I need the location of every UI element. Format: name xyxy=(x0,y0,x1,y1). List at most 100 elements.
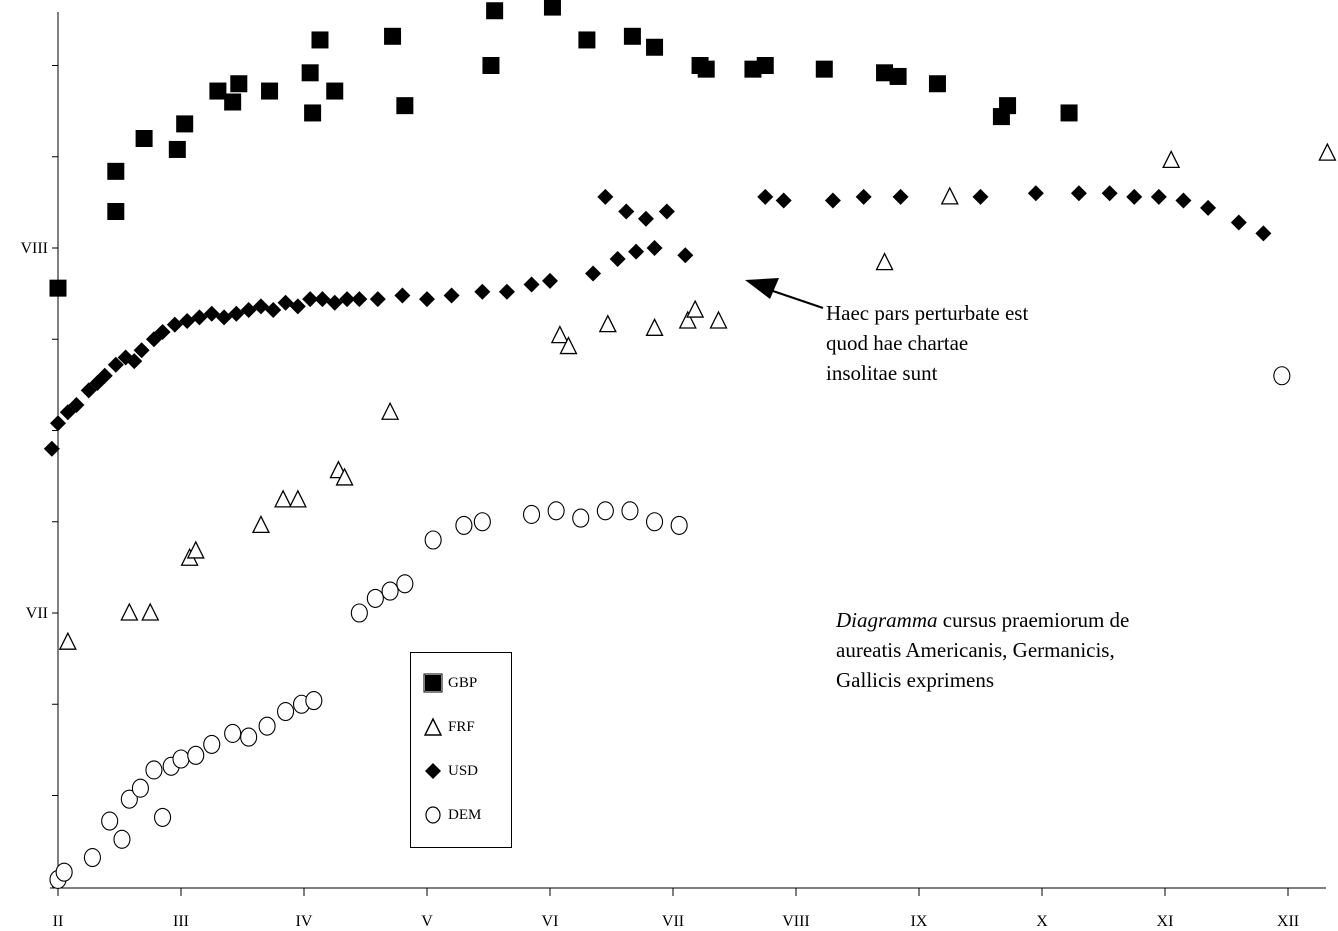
point-frf xyxy=(940,186,959,205)
point-gbp xyxy=(396,97,414,115)
point-dem xyxy=(224,723,242,744)
point-dem xyxy=(522,504,541,525)
point-usd xyxy=(265,302,282,319)
point-dem xyxy=(131,778,149,798)
point-dem xyxy=(258,716,276,736)
point-dem xyxy=(645,512,664,532)
caption-rest: cursus praemiorum de xyxy=(937,608,1130,632)
triangle-open-icon xyxy=(423,717,443,736)
point-dem xyxy=(101,811,119,831)
point-gbp xyxy=(176,115,194,133)
point-dem xyxy=(1273,366,1291,386)
point-frf xyxy=(141,602,160,621)
point-usd xyxy=(658,203,675,220)
point-frf xyxy=(559,336,578,355)
point-dem xyxy=(596,501,614,521)
point-usd xyxy=(1150,188,1167,205)
point-frf xyxy=(709,310,728,329)
point-usd xyxy=(191,309,208,326)
point-dem xyxy=(55,862,73,882)
x-tick-label: III xyxy=(173,913,189,930)
x-tick-label: VIII xyxy=(782,913,810,930)
point-gbp xyxy=(49,279,67,297)
point-frf xyxy=(875,252,894,271)
point-gbp xyxy=(482,57,500,74)
point-gbp xyxy=(578,31,596,49)
point-usd xyxy=(618,203,635,220)
legend: GBP FRF USD DEM xyxy=(410,652,512,848)
point-usd xyxy=(1126,188,1143,205)
point-gbp xyxy=(543,0,561,16)
point-usd xyxy=(43,440,60,457)
point-usd xyxy=(1255,225,1272,242)
point-usd xyxy=(107,356,124,373)
point-usd xyxy=(855,188,872,205)
point-usd xyxy=(289,298,306,315)
point-usd xyxy=(203,305,220,322)
point-dem xyxy=(621,501,639,521)
series-dem xyxy=(49,366,1291,890)
point-frf xyxy=(598,314,617,333)
point-usd xyxy=(1101,185,1118,202)
point-dem xyxy=(572,508,590,528)
arrow-note: Haec pars perturbate est quod hae charta… xyxy=(826,298,1028,388)
x-tick-label: VII xyxy=(662,913,684,930)
caption-line-2: aureatis Americanis, Germanicis, xyxy=(836,638,1115,662)
x-tick-label: XII xyxy=(1277,913,1299,930)
legend-label-usd: USD xyxy=(448,762,479,779)
point-gbp xyxy=(928,75,946,93)
series-gbp xyxy=(49,0,1078,297)
point-usd xyxy=(1175,192,1192,209)
point-frf xyxy=(251,514,271,534)
point-gbp xyxy=(301,64,319,82)
arrow-head xyxy=(745,278,779,299)
point-usd xyxy=(339,291,356,308)
series-usd xyxy=(43,185,1272,457)
point-gbp xyxy=(261,82,279,100)
x-tick-label: II xyxy=(53,913,64,930)
point-dem xyxy=(276,701,295,722)
point-usd xyxy=(314,291,331,308)
point-dem xyxy=(424,530,442,550)
arrow-note-line-1: Haec pars perturbate est xyxy=(826,301,1029,325)
point-dem xyxy=(240,727,258,747)
point-frf xyxy=(686,299,705,318)
point-usd xyxy=(154,323,171,340)
caption-line-1: Diagramma cursus praemiorum de xyxy=(836,605,1129,635)
point-gbp xyxy=(486,2,504,20)
point-dem xyxy=(350,603,368,623)
point-usd xyxy=(394,287,411,304)
point-usd xyxy=(824,192,841,209)
point-dem xyxy=(547,501,565,521)
point-gbp xyxy=(107,203,125,220)
point-usd xyxy=(96,367,113,384)
point-dem xyxy=(670,515,688,535)
point-usd xyxy=(609,250,626,267)
point-dem xyxy=(455,515,473,535)
legend-label-gbp: GBP xyxy=(448,674,478,691)
point-gbp xyxy=(815,60,833,78)
point-usd xyxy=(1230,214,1247,231)
legend-item-usd: USD xyxy=(423,759,478,783)
point-usd xyxy=(419,291,435,308)
point-usd xyxy=(228,305,245,322)
x-tick-label: XI xyxy=(1157,913,1174,930)
arrow-shaft xyxy=(769,289,824,309)
point-usd xyxy=(628,243,645,260)
point-usd xyxy=(369,291,386,308)
point-dem xyxy=(145,760,163,780)
point-gbp xyxy=(889,67,907,85)
point-dem xyxy=(83,847,101,868)
point-gbp xyxy=(756,57,774,74)
point-usd xyxy=(1200,199,1217,216)
point-gbp xyxy=(209,82,227,100)
chart-caption: Diagramma cursus praemiorum de aureatis … xyxy=(836,605,1129,695)
legend-item-gbp: GBP xyxy=(423,671,477,695)
point-usd xyxy=(302,291,319,308)
point-usd xyxy=(646,240,663,256)
point-dem xyxy=(172,749,190,769)
legend-label-dem: DEM xyxy=(448,806,482,823)
point-dem xyxy=(203,734,221,754)
